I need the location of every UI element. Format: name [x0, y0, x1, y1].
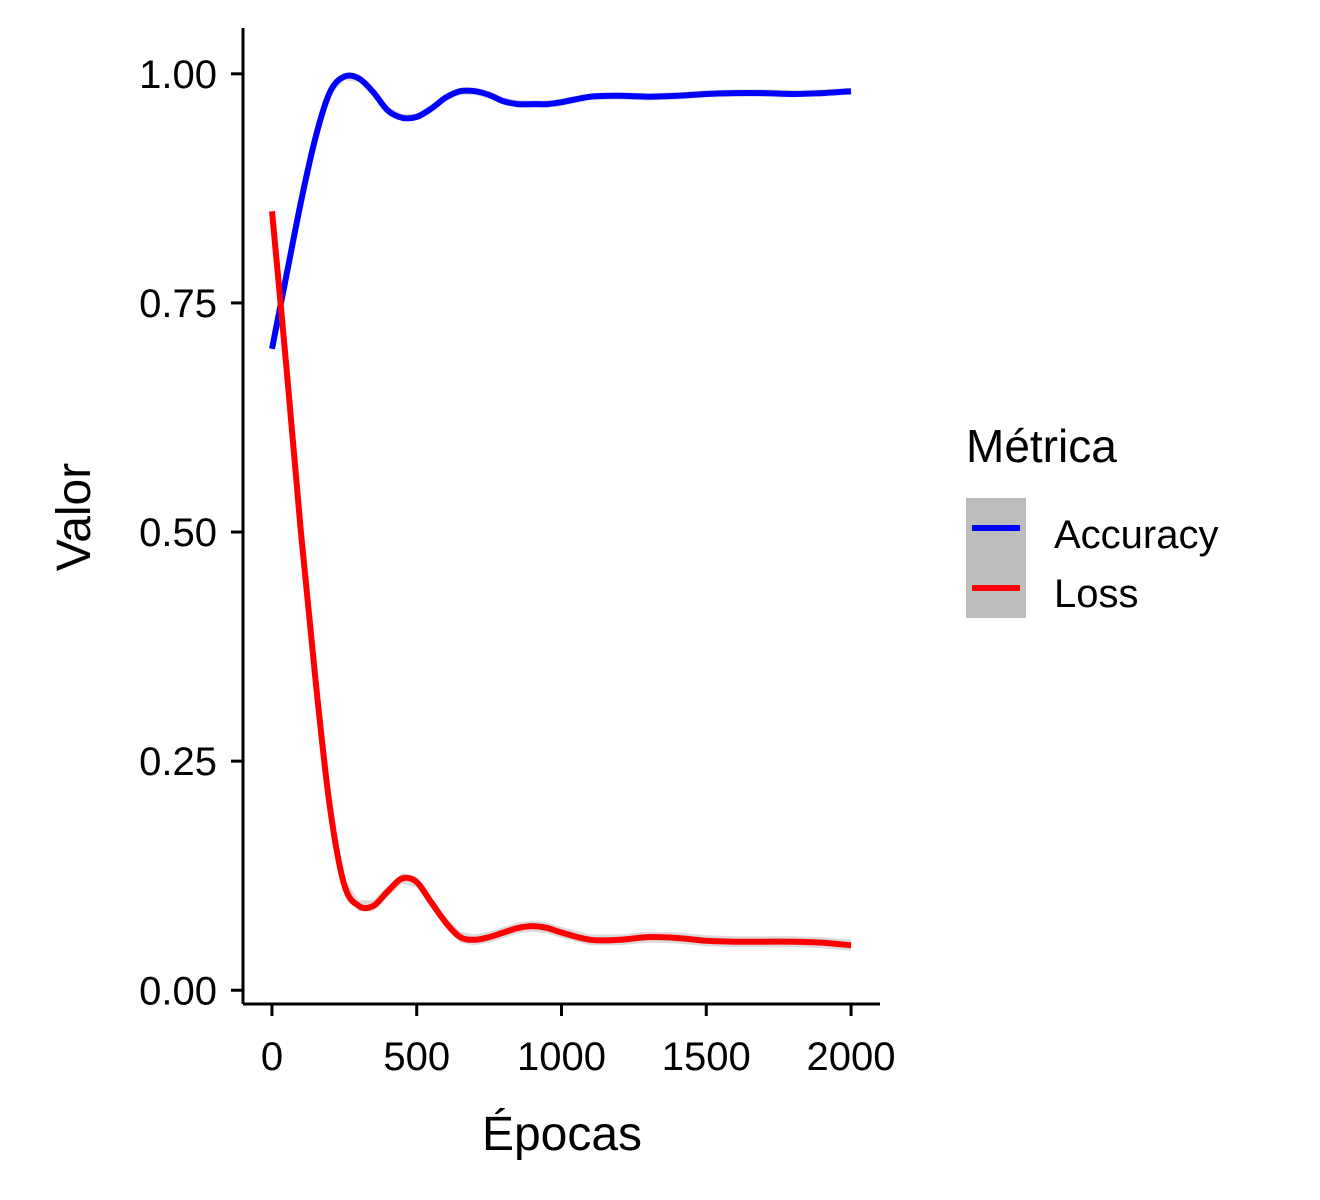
legend: Métrica Accuracy Loss [966, 420, 1219, 618]
legend-label-accuracy: Accuracy [1054, 513, 1219, 557]
series-line-loss [269, 211, 852, 949]
y-axis-title: Valor [48, 463, 101, 572]
x-tick-label: 2000 [807, 1035, 896, 1079]
confidence-bands [272, 72, 851, 951]
x-axis-ticks: 0 500 1000 1500 2000 [261, 1004, 896, 1079]
legend-label-loss: Loss [1054, 572, 1139, 616]
y-tick-label: 0.25 [139, 740, 217, 784]
y-tick-label: 0.50 [139, 511, 217, 555]
x-tick-label: 500 [383, 1035, 450, 1079]
band-loss [272, 205, 851, 951]
y-tick-label: 0.00 [139, 969, 217, 1013]
series-line-accuracy [269, 72, 852, 350]
y-tick-label: 1.00 [139, 53, 217, 97]
x-tick-label: 1000 [517, 1035, 606, 1079]
x-axis-title: Épocas [482, 1108, 642, 1161]
x-tick-label: 1500 [662, 1035, 751, 1079]
legend-title: Métrica [966, 420, 1117, 472]
series-lines [269, 72, 852, 949]
legend-key-background [966, 498, 1026, 618]
band-accuracy [272, 72, 851, 353]
x-tick-label: 0 [261, 1035, 283, 1079]
y-axis-ticks: 0.00 0.25 0.50 0.75 1.00 [139, 53, 243, 1013]
y-tick-label: 0.75 [139, 282, 217, 326]
